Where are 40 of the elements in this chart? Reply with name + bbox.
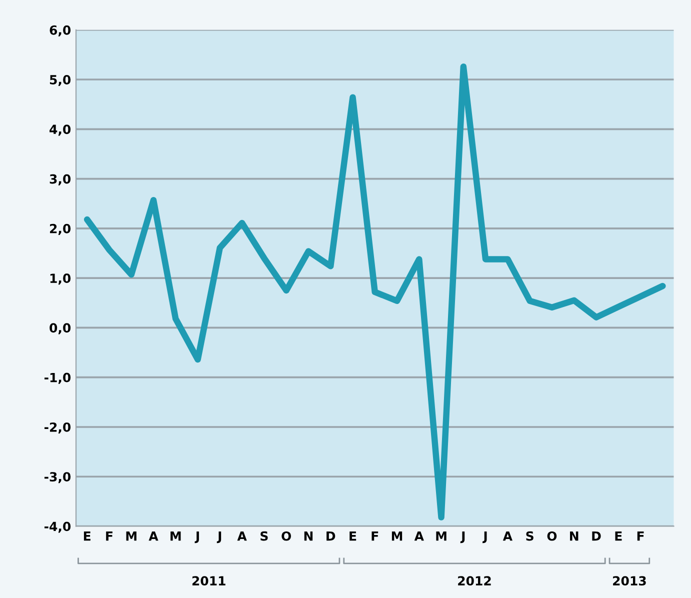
y-tick-label: 4,0	[50, 124, 71, 136]
x-tick-label: O	[282, 531, 291, 541]
x-tick-label: J	[216, 531, 222, 544]
x-tick-label: S	[260, 531, 268, 541]
x-tick-label: A	[502, 531, 512, 541]
x-tick-label: N	[304, 531, 313, 541]
x-tick-label: E	[84, 531, 90, 541]
x-tick-label: J	[194, 531, 199, 544]
x-tick-label: A	[237, 531, 247, 541]
x-tick-label: M	[392, 531, 402, 541]
x-tick-label: F	[106, 531, 112, 541]
y-tick-label: 0,0	[50, 323, 71, 334]
x-tick-label: E	[615, 531, 622, 541]
x-tick-label: M	[126, 531, 136, 541]
x-tick-label: M	[436, 531, 446, 541]
x-tick-label: J	[460, 531, 465, 544]
y-tick-label: -1,0	[44, 372, 71, 384]
y-tick-label: 1,0	[50, 274, 71, 285]
x-tick-label: E	[350, 531, 356, 541]
y-tick-label: 3,0	[50, 174, 71, 186]
x-tick-label: M	[170, 531, 181, 541]
text: 2012	[458, 576, 491, 586]
x-tick-label: J	[482, 531, 487, 544]
x-tick-label: D	[592, 531, 601, 541]
y-tick-label: 5,0	[50, 75, 71, 86]
x-tick-label: N	[570, 531, 578, 541]
y-tick-label: -2,0	[44, 422, 71, 434]
x-tick-label: S	[526, 531, 534, 541]
text: 2011	[192, 576, 226, 586]
y-tick-label: -3,0	[44, 472, 71, 484]
x-tick-label: A	[414, 531, 424, 541]
x-tick-label: D	[326, 531, 336, 541]
y-tick-label: -4,0	[44, 522, 71, 533]
y-tick-label: 2,0	[50, 224, 71, 235]
x-tick-label: O	[547, 531, 557, 541]
x-tick-label: F	[372, 531, 378, 541]
x-tick-label: F	[637, 531, 644, 541]
text: 2013	[613, 576, 646, 586]
y-tick-label: 6,0	[50, 25, 71, 36]
x-tick-label: A	[148, 531, 158, 541]
